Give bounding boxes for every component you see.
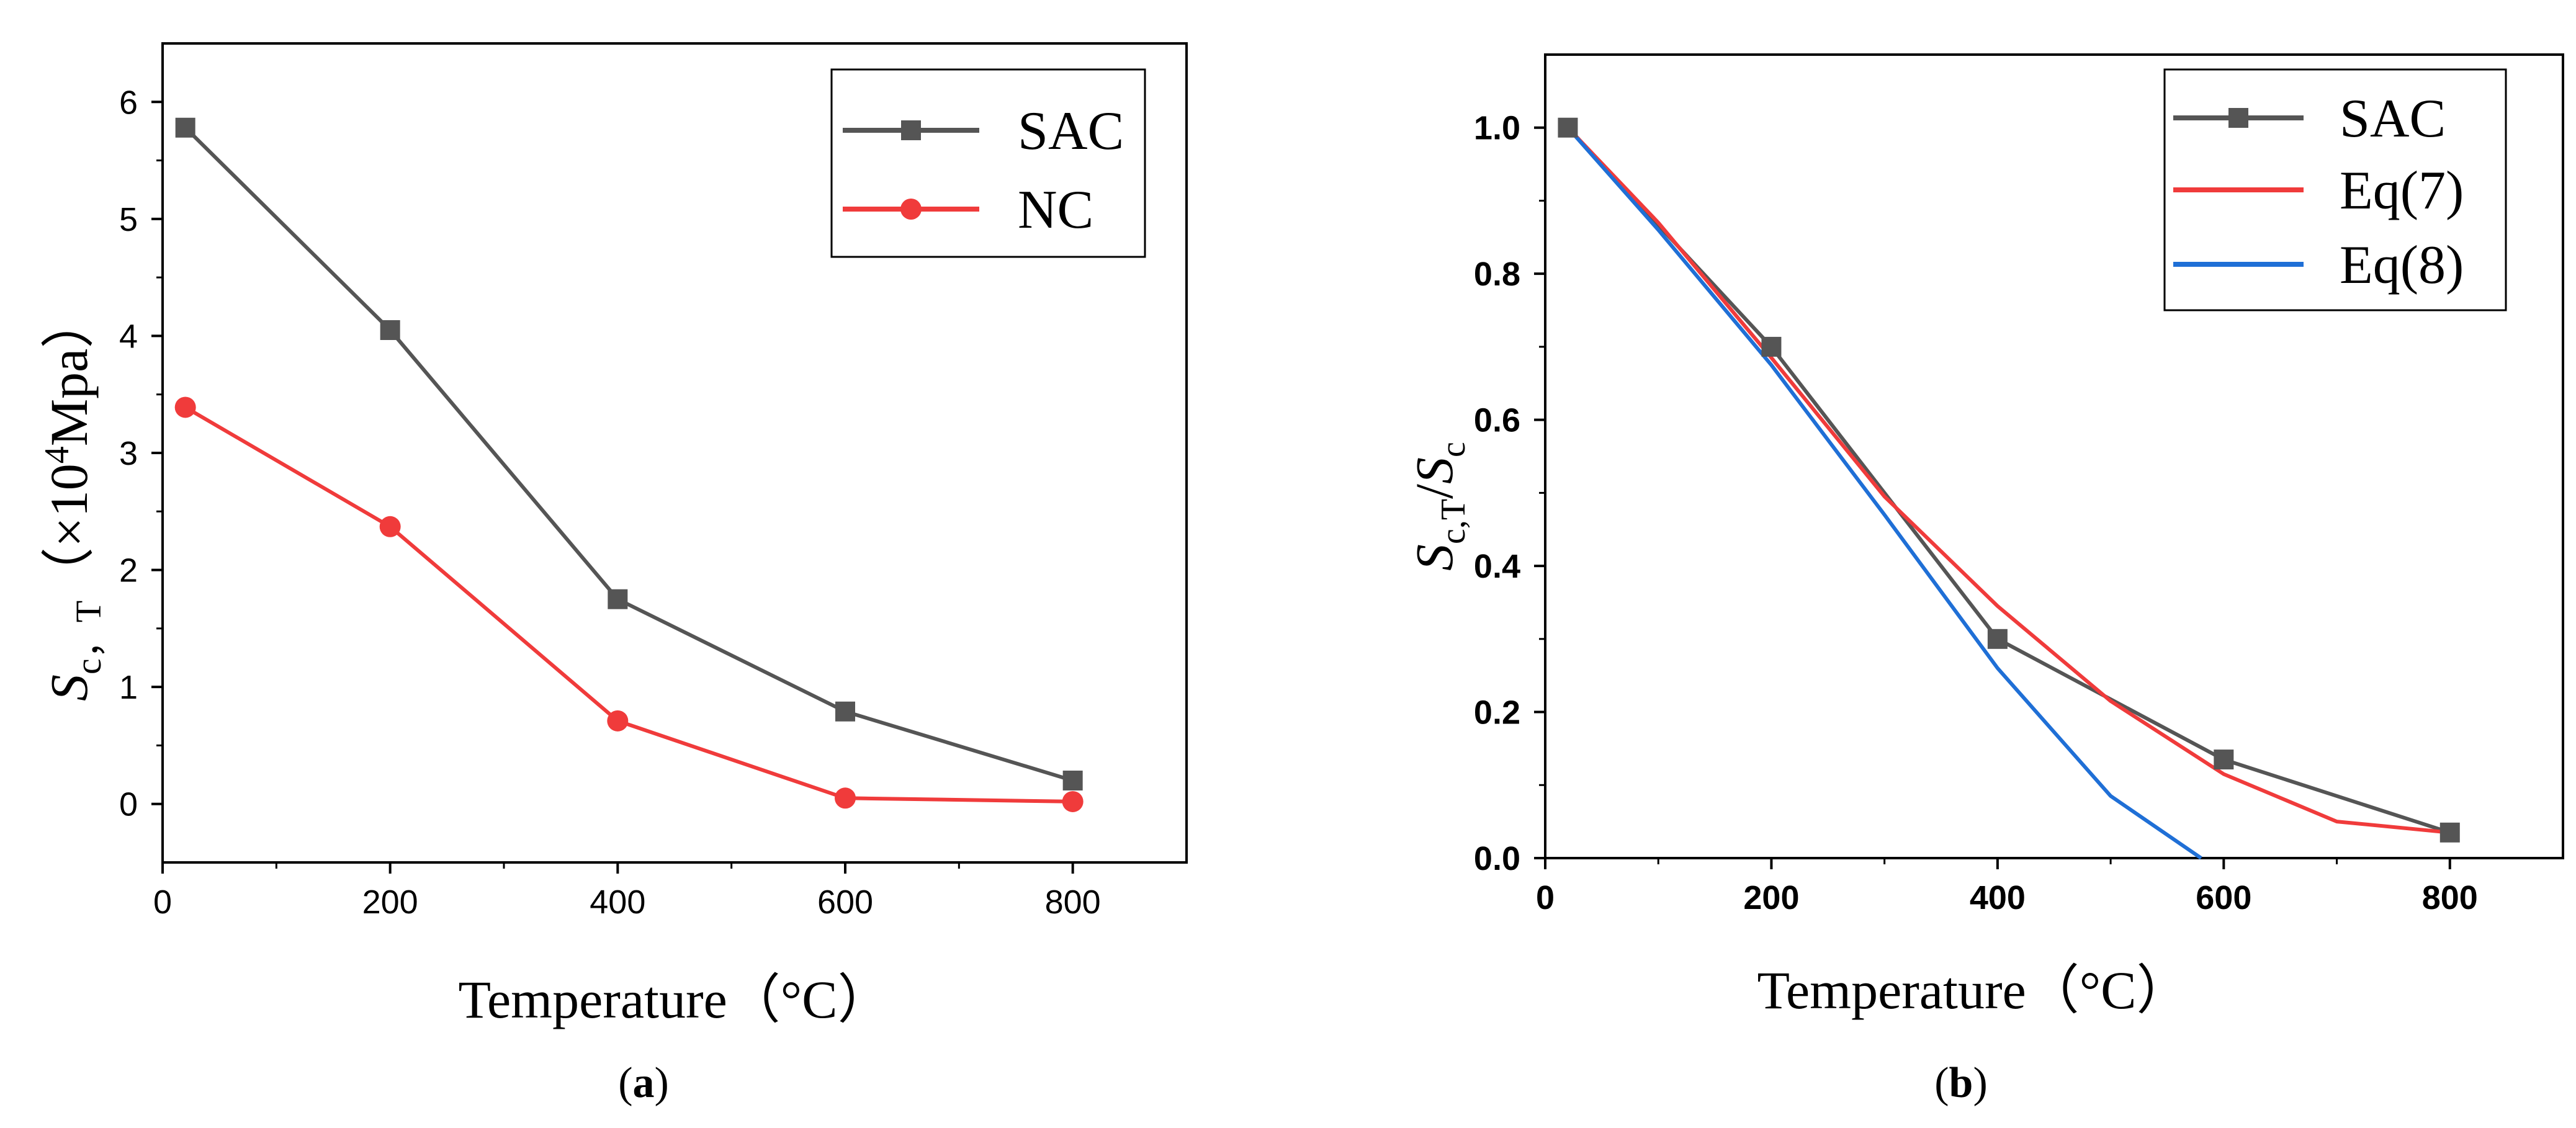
panel-a-legend-marker-nc (900, 199, 922, 220)
panel-b-legend-item-eq8: Eq(8) (2173, 235, 2464, 295)
panel-a-legend-label-sac: SAC (1018, 101, 1124, 161)
panel-b-y-tick-label: 0.2 (1474, 694, 1520, 732)
panel-b-x-tick-label: 400 (1970, 879, 2026, 916)
panel-a-legend-box (830, 68, 1146, 258)
panel-a-point-nc (835, 787, 856, 809)
panel-b-point-sac (1558, 117, 1578, 138)
panel-b-y-tick-label: 0.0 (1474, 840, 1520, 877)
panel-a-point-nc (379, 516, 401, 537)
panel-b-point-sac (2439, 822, 2460, 843)
panel-a: 0 1 2 3 4 5 6 0 200 400 600 800 Sc，T（×104Mpa） Temp… (38, 42, 1188, 1107)
panel-b-caption: (b) (1934, 1059, 1988, 1107)
panel-a-y-ticks: 0 1 2 3 4 5 6 (119, 84, 163, 823)
panel-a-point-sac (1062, 771, 1083, 790)
panel-a-x-tick-label: 0 (153, 884, 172, 921)
panel-b-legend-marker-sac (2228, 108, 2248, 128)
panel-a-x-tick-label: 200 (362, 884, 418, 921)
panel-a-y-tick-label: 3 (119, 435, 138, 472)
panel-b-x-axis-title: Temperature（°C） (1757, 960, 2189, 1020)
panel-b-legend-label-sac: SAC (2340, 89, 2446, 149)
panel-a-legend: SAC NC (830, 68, 1146, 258)
panel-b: 0.0 0.2 0.4 0.6 0.8 1.0 0 200 400 600 800 Sc,T/Sc… (1404, 53, 2564, 1107)
panel-a-series (174, 117, 1084, 812)
panel-b-y-tick-label: 0.8 (1474, 256, 1520, 293)
panel-b-x-tick-label: 0 (1536, 879, 1555, 916)
panel-b-series-line-eq7 (1566, 126, 2451, 835)
panel-a-y-tick-label: 5 (119, 201, 138, 238)
panel-b-y-axis-title: Sc,T/Sc (1404, 442, 1473, 571)
panel-b-y-tick-label: 1.0 (1474, 110, 1520, 147)
panel-a-y-tick-label: 6 (119, 84, 138, 121)
panel-a-point-sac (380, 320, 400, 340)
panel-b-legend-label-eq7: Eq(7) (2340, 161, 2464, 221)
panel-a-y-tick-label: 1 (119, 669, 138, 706)
panel-b-point-sac (2214, 750, 2234, 770)
panel-b-series-line-eq8 (1566, 126, 2202, 860)
panel-b-x-tick-label: 800 (2422, 879, 2478, 916)
panel-a-y-tick-label: 0 (119, 786, 138, 823)
panel-b-x-tick-label: 200 (1743, 879, 1799, 916)
panel-b-y-tick-label: 0.4 (1474, 548, 1520, 585)
panel-a-point-nc (1062, 790, 1084, 812)
panel-a-legend-label-nc: NC (1018, 180, 1093, 240)
panel-b-point-sac (1761, 336, 1782, 357)
panel-b-y-ticks: 0.0 0.2 0.4 0.6 0.8 1.0 (1474, 110, 1545, 877)
panel-a-x-tick-label: 600 (817, 884, 873, 921)
panel-a-x-tick-label: 400 (590, 884, 645, 921)
panel-a-y-tick-label: 2 (119, 552, 138, 589)
panel-b-legend: SAC Eq(7) Eq(8) (2163, 68, 2507, 311)
panel-a-y-tick-label: 4 (119, 318, 138, 355)
panel-b-x-tick-label: 600 (2196, 879, 2251, 916)
panel-a-caption: (a) (618, 1059, 669, 1107)
panel-a-x-tick-label: 800 (1045, 884, 1101, 921)
panel-a-legend-marker-sac (901, 120, 921, 140)
panel-a-x-ticks: 0 200 400 600 800 (153, 862, 1101, 921)
panel-a-point-nc (174, 396, 196, 418)
panel-a-point-sac (835, 701, 855, 722)
panel-a-legend-item-sac: SAC (843, 101, 1124, 161)
panel-b-legend-label-eq8: Eq(8) (2340, 235, 2464, 295)
panel-b-legend-item-eq7: Eq(7) (2173, 161, 2464, 221)
panel-a-x-axis-title: Temperature（°C） (458, 970, 891, 1029)
panel-b-y-tick-label: 0.6 (1474, 402, 1520, 439)
panel-b-series (1558, 117, 2460, 860)
panel-b-legend-item-sac: SAC (2173, 89, 2446, 149)
panel-b-x-ticks: 0 200 400 600 800 (1536, 858, 2478, 916)
panel-a-y-axis-title: Sc，T（×104Mpa） (38, 295, 109, 701)
panel-a-point-sac (175, 117, 195, 138)
panel-a-legend-item-nc: NC (843, 180, 1093, 240)
panel-a-point-nc (607, 710, 629, 732)
panel-b-point-sac (1987, 629, 2008, 649)
panel-a-point-sac (608, 589, 628, 609)
